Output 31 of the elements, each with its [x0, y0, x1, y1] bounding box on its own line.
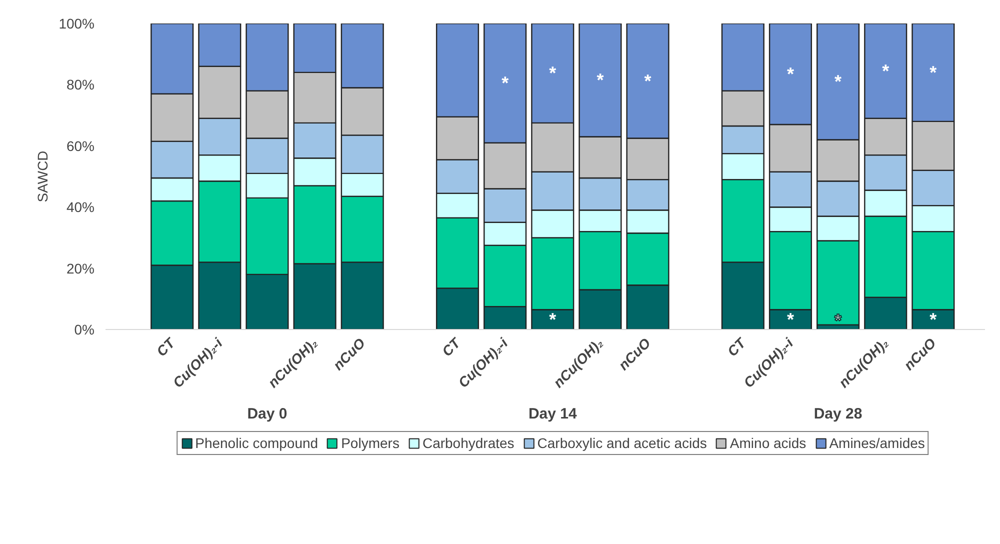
y-tick-label: 20% [66, 260, 95, 276]
data-label: * [834, 310, 842, 330]
x-tick-label: CT [438, 334, 464, 360]
legend-label: Amino acids [730, 435, 806, 451]
data-label: * [596, 70, 604, 90]
text: Day 28 [814, 406, 862, 422]
data-label: * [834, 72, 842, 92]
data-label: * [930, 310, 937, 330]
x-tick-label: CT [724, 334, 750, 360]
data-label: * [549, 63, 556, 84]
text: Day 14 [528, 406, 578, 422]
y-tick-label: 40% [66, 199, 95, 216]
x-tick-label: CT [153, 334, 179, 360]
data-label: * [549, 310, 556, 330]
legend-label: Phenolic compound [195, 435, 318, 451]
data-label: * [930, 62, 937, 82]
y-tick-label: 0% [74, 322, 94, 338]
data-label: * [882, 60, 890, 81]
text: Day 0 [247, 406, 288, 422]
legend-label: Polymers [341, 435, 400, 451]
data-label: * [786, 310, 794, 330]
y-tick-label: 80% [66, 76, 95, 93]
data-label: * [644, 70, 652, 91]
legend-label: Carbohydrates [422, 435, 514, 451]
y-axis-title: SAWCD [34, 150, 51, 202]
data-label: * [786, 64, 794, 84]
data-label: * [502, 73, 509, 94]
y-tick-label: 60% [66, 138, 95, 154]
legend-label: Carboxylic and acetic acids [537, 435, 707, 451]
legend-label: Amines/amides [829, 435, 925, 451]
y-tick-label: 100% [58, 16, 95, 32]
